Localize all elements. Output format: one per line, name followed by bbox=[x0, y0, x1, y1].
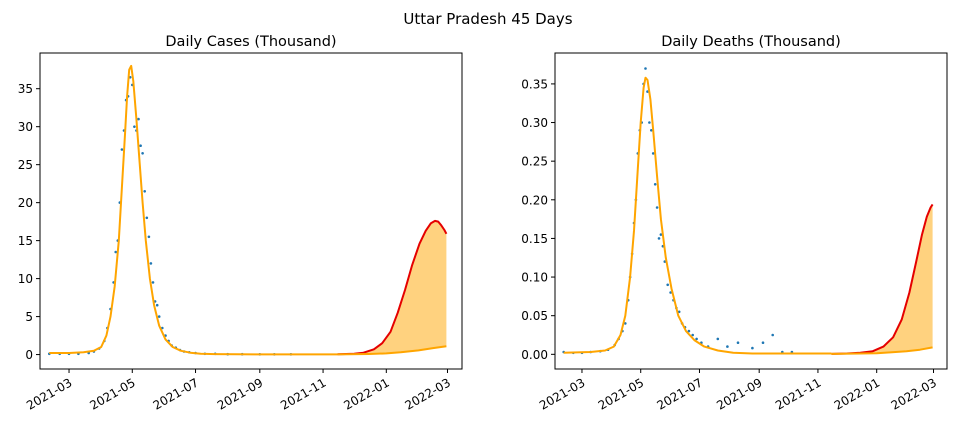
cases-observed-point bbox=[141, 152, 144, 155]
cases-x-tick-label: 2021-11 bbox=[278, 375, 328, 412]
deaths-y-tick-label: 0.15 bbox=[521, 232, 548, 246]
deaths-observed-point bbox=[677, 310, 681, 314]
cases-observed-point bbox=[149, 262, 153, 265]
deaths-observed-point bbox=[771, 333, 774, 337]
cases-observed-point bbox=[145, 216, 149, 220]
cases-y-tick-label: 20 bbox=[18, 196, 33, 210]
deaths-x-tick-label: 2021-07 bbox=[655, 375, 705, 412]
deaths-observed-point bbox=[751, 346, 754, 350]
deaths-observed-point bbox=[650, 129, 653, 132]
deaths-x-tick-label: 2021-03 bbox=[537, 375, 587, 412]
deaths-y-tick-label: 0.00 bbox=[521, 348, 548, 362]
cases-x-tick-label: 2021-03 bbox=[24, 375, 74, 412]
deaths-observed-point bbox=[691, 333, 694, 337]
deaths-x-tick-label: 2022-01 bbox=[832, 375, 882, 412]
cases-observed-point bbox=[147, 235, 151, 239]
deaths-plot-area bbox=[562, 67, 934, 355]
cases-fit-line bbox=[49, 64, 338, 356]
cases-observed-point bbox=[137, 117, 140, 121]
cases-observed-point bbox=[155, 303, 159, 307]
deaths-x-tick-label: 2021-05 bbox=[596, 375, 646, 412]
cases-plot-area bbox=[48, 64, 448, 356]
deaths-observed-point bbox=[687, 329, 691, 333]
cases-x-tick-label: 2021-09 bbox=[215, 375, 265, 412]
deaths-observed-point bbox=[655, 206, 659, 209]
cases-observed-point bbox=[157, 315, 161, 318]
deaths-observed-point bbox=[666, 283, 669, 287]
cases-projection-upper-line bbox=[337, 219, 448, 356]
deaths-observed-point bbox=[659, 233, 663, 236]
cases-projection-lower-line bbox=[337, 345, 447, 356]
deaths-x-tick-label: 2021-09 bbox=[714, 375, 764, 412]
cases-x-tick-label: 2022-03 bbox=[403, 375, 453, 412]
cases-y-tick-label: 5 bbox=[25, 310, 33, 324]
deaths-y-tick-label: 0.30 bbox=[521, 116, 548, 130]
deaths-x-tick-label: 2021-11 bbox=[773, 375, 823, 412]
deaths-x-tick-label: 2022-03 bbox=[889, 375, 939, 412]
deaths-observed-point bbox=[716, 337, 720, 341]
cases-y-tick-label: 25 bbox=[18, 158, 33, 172]
cases-x-tick-label: 2021-05 bbox=[87, 375, 137, 412]
deaths-chart-title: Daily Deaths (Thousand) bbox=[661, 34, 841, 50]
cases-observed-point bbox=[133, 125, 136, 128]
cases-observed-point bbox=[114, 250, 117, 254]
deaths-fit-line bbox=[563, 76, 832, 355]
deaths-observed-point bbox=[651, 152, 655, 155]
cases-observed-point bbox=[143, 190, 146, 193]
cases-y-tick-label: 35 bbox=[18, 82, 33, 96]
figure-suptitle: Uttar Pradesh 45 Days bbox=[403, 10, 572, 28]
deaths-projection-lower-line bbox=[831, 346, 933, 355]
deaths-observed-point bbox=[695, 337, 698, 341]
deaths-observed-point bbox=[657, 237, 661, 240]
cases-chart-panel: Daily Cases (Thousand) 0 5 10 15 20 25 30 35 2021… bbox=[18, 34, 463, 413]
deaths-y-tick-label: 0.20 bbox=[521, 193, 548, 207]
deaths-y-tick-label: 0.10 bbox=[521, 271, 548, 285]
deaths-axes-frame bbox=[554, 52, 948, 370]
cases-y-tick-label: 10 bbox=[18, 272, 33, 286]
cases-chart-title: Daily Cases (Thousand) bbox=[165, 34, 336, 50]
cases-y-tick-label: 0 bbox=[25, 348, 33, 362]
cases-observed-point bbox=[139, 144, 142, 147]
deaths-observed-point bbox=[736, 341, 740, 345]
deaths-observed-point bbox=[761, 341, 765, 345]
deaths-chart-panel: Daily Deaths (Thousand) 0.00 0.05 0.10 0.15 0… bbox=[521, 34, 948, 413]
deaths-observed-point bbox=[644, 67, 647, 70]
deaths-y-tick-label: 0.05 bbox=[521, 309, 548, 323]
deaths-observed-point bbox=[624, 322, 627, 325]
cases-x-tick-label: 2022-01 bbox=[341, 375, 391, 412]
deaths-projection-band bbox=[831, 204, 933, 354]
cases-projection-band bbox=[337, 220, 447, 355]
deaths-y-tick-label: 0.25 bbox=[521, 155, 548, 169]
deaths-y-tick-label: 0.35 bbox=[521, 77, 548, 91]
cases-observed-point bbox=[120, 148, 124, 151]
deaths-observed-point bbox=[669, 291, 672, 294]
cases-observed-point bbox=[151, 281, 155, 284]
cases-x-tick-label: 2021-07 bbox=[151, 375, 201, 412]
deaths-observed-point bbox=[648, 121, 651, 124]
cases-axes-frame bbox=[39, 52, 463, 370]
deaths-observed-point bbox=[653, 183, 657, 186]
deaths-observed-point bbox=[726, 345, 729, 348]
cases-y-tick-label: 30 bbox=[18, 120, 33, 134]
cases-y-tick-label: 15 bbox=[18, 234, 33, 248]
